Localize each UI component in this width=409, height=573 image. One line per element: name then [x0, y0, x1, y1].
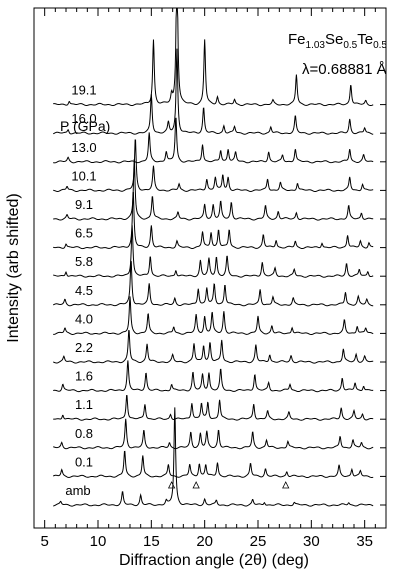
x-axis-title: Diffraction angle (2θ) (deg) [119, 552, 309, 569]
pattern-curve [53, 330, 374, 364]
right-axis-ticks [380, 104, 386, 506]
x-tick-label: 15 [143, 533, 160, 550]
pressure-label: 6.5 [75, 226, 93, 241]
y-axis-title: Intensity (arb shifted) [5, 193, 22, 342]
pattern-curve [53, 296, 374, 336]
pressure-labels: amb 0.1 0.8 1.1 1.6 2.2 4.0 4.5 5.8 6.5 9.1 10.1 13.… [65, 83, 96, 498]
x-tick-label: 20 [196, 533, 213, 550]
x-tick-label: 35 [356, 533, 373, 550]
pressure-label: 5.8 [75, 254, 93, 269]
pattern-curve [53, 360, 374, 393]
wavelength-label: λ=0.68881 Å [302, 61, 387, 78]
pattern-curve [53, 158, 374, 221]
pressure-header: P (GPa) [60, 118, 110, 134]
pattern-curve [53, 418, 374, 450]
pressure-label: 0.1 [75, 454, 93, 469]
pressure-label: 1.6 [75, 369, 93, 384]
x-tick-label: 25 [250, 533, 267, 550]
impurity-markers [167, 481, 290, 489]
pattern-curve [53, 8, 374, 107]
pressure-label: 9.1 [75, 197, 93, 212]
pressure-label: 10.1 [71, 168, 96, 183]
pressure-label: 1.1 [75, 397, 93, 412]
pressure-label: 4.0 [75, 311, 93, 326]
pressure-label: 19.1 [71, 83, 96, 98]
x-tick-label: 10 [90, 533, 107, 550]
pattern-curve [52, 48, 374, 135]
pressure-label: 2.2 [75, 340, 93, 355]
impurity-marker [282, 481, 290, 489]
pressure-label: 13.0 [71, 140, 96, 155]
x-tick-label: 30 [303, 533, 320, 550]
pattern-curve [52, 260, 374, 307]
pressure-label: 0.8 [75, 426, 93, 441]
pressure-label: 4.5 [75, 283, 93, 298]
pattern-curve [53, 225, 374, 278]
impurity-marker [192, 481, 200, 489]
pattern-curve [53, 407, 374, 507]
impurity-marker [167, 481, 176, 489]
pattern-curves [52, 8, 374, 507]
pattern-curve [53, 192, 374, 250]
pattern-curve [53, 394, 374, 421]
plot-frame [33, 7, 387, 529]
x-axis: 5 10 15 20 25 30 35 [40, 8, 376, 550]
pattern-curve [53, 139, 374, 193]
x-tick-label: 5 [40, 533, 48, 550]
pressure-label: amb [65, 483, 90, 498]
pattern-curve [53, 117, 374, 164]
compound-formula: Fe1.03Se0.5Te0.5 [288, 31, 387, 51]
pressure-label: 16.0 [71, 111, 96, 126]
pattern-curve [52, 450, 374, 479]
